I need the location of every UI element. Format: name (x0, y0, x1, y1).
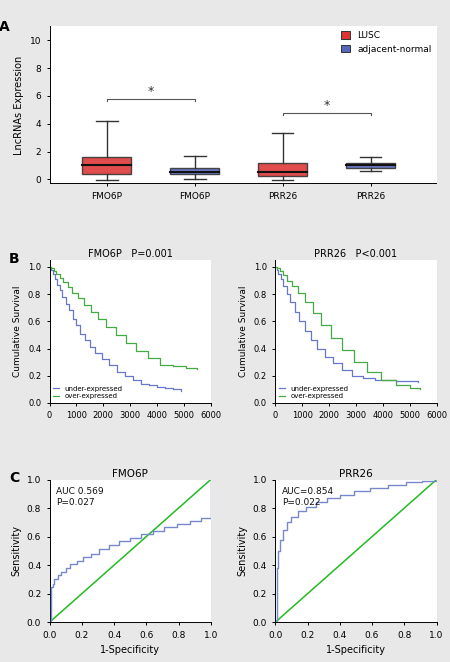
Bar (346, 163, 395, 168)
X-axis label: 1-Specificity: 1-Specificity (100, 645, 160, 655)
Text: A: A (0, 21, 10, 34)
Legend: LUSC, adjacent-normal: LUSC, adjacent-normal (342, 31, 432, 54)
Text: *: * (324, 99, 330, 112)
Title: PRR26   P<0.001: PRR26 P<0.001 (314, 250, 397, 260)
Title: PRR26: PRR26 (339, 469, 373, 479)
Text: B: B (9, 252, 20, 265)
Title: FMO6P   P=0.001: FMO6P P=0.001 (88, 250, 172, 260)
Y-axis label: Sensitivity: Sensitivity (11, 526, 21, 577)
Bar (171, 168, 219, 174)
Text: AUC 0.569
P=0.027: AUC 0.569 P=0.027 (56, 487, 104, 508)
Bar (258, 164, 307, 176)
Legend: under-expressed, over-expressed: under-expressed, over-expressed (53, 386, 123, 399)
Title: FMO6P: FMO6P (112, 469, 148, 479)
Y-axis label: Sensitivity: Sensitivity (237, 526, 247, 577)
Y-axis label: Cumulative Survival: Cumulative Survival (14, 286, 22, 377)
X-axis label: 1-Specificity: 1-Specificity (326, 645, 386, 655)
Text: *: * (148, 85, 154, 98)
Text: C: C (9, 471, 19, 485)
Text: AUC=0.854
P=0.022: AUC=0.854 P=0.022 (282, 487, 334, 508)
Y-axis label: Cumulative Survival: Cumulative Survival (239, 286, 248, 377)
Y-axis label: LncRNAs Expression: LncRNAs Expression (14, 56, 24, 155)
Legend: under-expressed, over-expressed: under-expressed, over-expressed (279, 386, 349, 399)
Bar (82, 157, 131, 175)
